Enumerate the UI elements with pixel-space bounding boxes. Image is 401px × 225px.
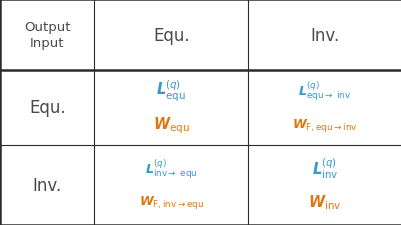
Text: $\boldsymbol{W}_{\rm F,inv\to equ}$: $\boldsymbol{W}_{\rm F,inv\to equ}$ [138, 194, 203, 210]
Text: Inv.: Inv. [310, 27, 339, 44]
Text: $\boldsymbol{L}_{\rm inv}^{(q)}$: $\boldsymbol{L}_{\rm inv}^{(q)}$ [311, 156, 338, 180]
Text: $\boldsymbol{L}_{\rm equ\to\ inv}^{(q)}$: $\boldsymbol{L}_{\rm equ\to\ inv}^{(q)}$ [298, 79, 350, 103]
Text: $\boldsymbol{L}_{\rm equ}^{(q)}$: $\boldsymbol{L}_{\rm equ}^{(q)}$ [156, 79, 186, 104]
Text: Equ.: Equ. [29, 99, 65, 117]
Text: Output
Input: Output Input [24, 21, 70, 50]
Text: $\boldsymbol{W}_{\rm equ}$: $\boldsymbol{W}_{\rm equ}$ [152, 115, 189, 135]
Text: $\boldsymbol{W}_{\rm inv}$: $\boldsymbol{W}_{\rm inv}$ [308, 193, 341, 211]
Text: Inv.: Inv. [32, 176, 62, 194]
Text: $\boldsymbol{L}_{\rm inv\to\ equ}^{(q)}$: $\boldsymbol{L}_{\rm inv\to\ equ}^{(q)}$ [145, 156, 197, 180]
Text: $\boldsymbol{W}_{\rm F,equ\to inv}$: $\boldsymbol{W}_{\rm F,equ\to inv}$ [292, 116, 357, 133]
Text: Equ.: Equ. [152, 27, 189, 44]
